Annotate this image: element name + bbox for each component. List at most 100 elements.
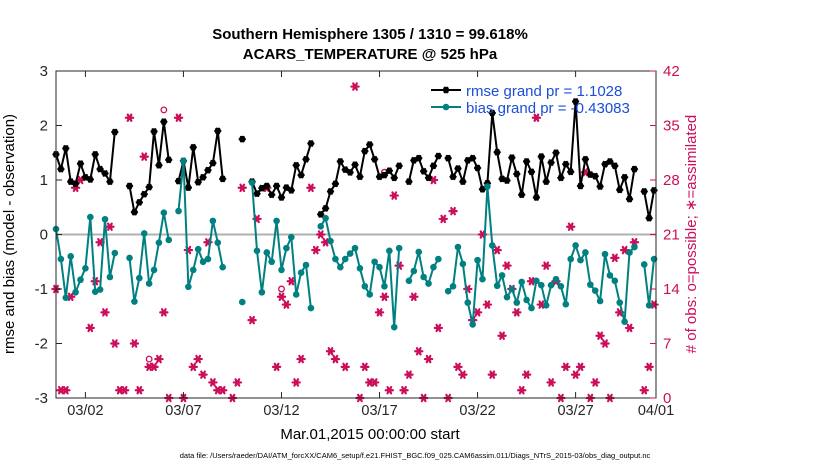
bias-point xyxy=(435,255,442,263)
obs-assimilated-marker xyxy=(516,385,527,395)
rmse-point xyxy=(503,177,511,185)
obs-assimilated-marker xyxy=(423,354,434,364)
bias-point xyxy=(596,297,604,305)
obs-assimilated-marker xyxy=(379,292,390,302)
rmse-point xyxy=(199,173,207,181)
bias-point xyxy=(616,299,624,306)
rmse-point xyxy=(145,183,153,191)
rmse-point xyxy=(473,164,482,172)
obs-assimilated-marker xyxy=(458,370,468,379)
bias-point xyxy=(488,242,496,249)
obs-assimilated-marker xyxy=(139,152,149,161)
bias-point xyxy=(87,213,94,221)
obs-assimilated-marker xyxy=(369,378,380,387)
rmse-point xyxy=(645,214,653,222)
bias-point xyxy=(273,217,280,225)
rmse-point xyxy=(130,208,139,216)
bias-point xyxy=(287,233,295,241)
bias-point xyxy=(283,244,290,252)
obs-assimilated-marker xyxy=(198,370,208,379)
rmse-point xyxy=(165,156,173,164)
y2-tick-label: 42 xyxy=(663,63,680,80)
rmse-point xyxy=(307,139,315,148)
obs-assimilated-marker xyxy=(600,339,610,348)
bias-point xyxy=(297,269,305,276)
bias-point xyxy=(611,277,619,285)
obs-assimilated-marker xyxy=(389,191,399,200)
bias-point xyxy=(386,247,393,255)
rmse-point xyxy=(277,193,286,201)
rmse-point xyxy=(552,149,560,157)
x-tick-label: 03/17 xyxy=(361,403,397,419)
y-tick-label: -2 xyxy=(35,336,48,353)
rmse-point xyxy=(351,161,359,169)
bias-point xyxy=(606,272,614,279)
bias-point xyxy=(464,299,472,306)
bias-point xyxy=(484,183,491,190)
obs-assimilated-marker xyxy=(159,308,169,317)
bias-point xyxy=(155,239,163,246)
rmse-line xyxy=(128,120,170,214)
bias-point xyxy=(160,209,168,216)
obs-assimilated-marker xyxy=(105,222,115,231)
obs-assimilated-marker xyxy=(639,385,649,395)
rmse-point xyxy=(572,98,580,106)
obs-assimilated-marker xyxy=(619,245,630,255)
bias-point xyxy=(493,282,501,290)
bias-point xyxy=(621,318,628,326)
rmse-point xyxy=(150,127,158,136)
bias-point xyxy=(351,244,359,252)
bias-point xyxy=(547,281,555,289)
y2-axis-label: # of obs: o=possible; ∗=assimilated xyxy=(683,115,700,354)
obs-possible-marker xyxy=(278,285,285,293)
rmse-point xyxy=(385,167,393,175)
rmse-point xyxy=(111,128,119,136)
x-tick-label: 03/02 xyxy=(67,403,103,419)
rmse-point xyxy=(322,204,330,212)
bias-point xyxy=(518,278,525,286)
rmse-point xyxy=(630,165,639,173)
rmse-point xyxy=(76,160,85,168)
obs-assimilated-marker xyxy=(448,206,458,216)
bias-point xyxy=(317,223,325,230)
bias-point xyxy=(528,304,535,312)
rmse-point xyxy=(356,173,364,181)
rmse-point xyxy=(611,162,619,170)
obs-assimilated-marker xyxy=(438,214,448,224)
bias-point xyxy=(503,293,511,301)
y-tick-label: -1 xyxy=(35,281,48,298)
rmse-point xyxy=(420,167,428,175)
bias-point xyxy=(346,250,354,257)
y2-tick-label: 14 xyxy=(663,281,680,298)
obs-assimilated-marker xyxy=(360,362,370,372)
bias-point xyxy=(474,256,481,264)
bias-point xyxy=(498,272,506,279)
bias-line xyxy=(55,216,116,299)
rmse-point xyxy=(601,160,609,168)
rmse-point xyxy=(469,154,477,162)
obs-assimilated-marker xyxy=(453,362,463,372)
legend-marker-bias xyxy=(442,103,450,111)
rmse-point xyxy=(547,159,555,167)
rmse-point xyxy=(508,154,516,162)
bias-point xyxy=(77,276,84,284)
obs-assimilated-marker xyxy=(237,183,247,193)
y-tick-label: 3 xyxy=(40,63,48,80)
rmse-point xyxy=(562,160,570,168)
bias-point xyxy=(631,243,638,251)
obs-possible-marker xyxy=(160,106,168,114)
data-file-footer: data file: /Users/raeder/DAI/ATM_forcXX/… xyxy=(179,451,651,460)
x-tick-label: 04/01 xyxy=(638,403,674,419)
obs-assimilated-marker xyxy=(399,385,409,395)
rmse-point xyxy=(125,182,134,190)
obs-assimilated-marker xyxy=(512,308,522,317)
rmse-point xyxy=(106,178,114,186)
y-tick-label: 1 xyxy=(40,172,48,189)
obs-assimilated-marker xyxy=(183,245,194,255)
rmse-point xyxy=(209,159,217,167)
obs-assimilated-marker xyxy=(61,385,71,395)
rmse-point xyxy=(57,165,65,173)
obs-assimilated-marker xyxy=(497,331,507,340)
rmse-point xyxy=(86,175,94,183)
